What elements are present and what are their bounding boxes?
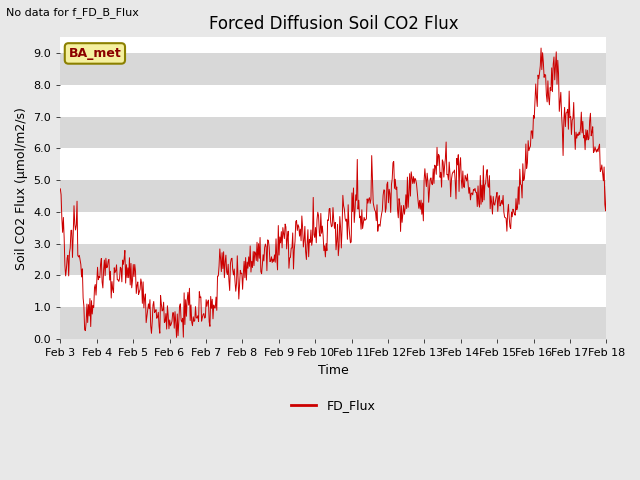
Bar bbox=[60, 244, 606, 276]
Legend: FD_Flux: FD_Flux bbox=[287, 394, 380, 417]
Bar bbox=[60, 307, 606, 339]
X-axis label: Time: Time bbox=[318, 363, 349, 376]
Text: No data for f_FD_B_Flux: No data for f_FD_B_Flux bbox=[6, 7, 140, 18]
Bar bbox=[60, 117, 606, 148]
Y-axis label: Soil CO2 Flux (μmol/m2/s): Soil CO2 Flux (μmol/m2/s) bbox=[15, 107, 28, 270]
Bar bbox=[60, 180, 606, 212]
Text: BA_met: BA_met bbox=[68, 47, 121, 60]
Bar bbox=[60, 53, 606, 85]
Title: Forced Diffusion Soil CO2 Flux: Forced Diffusion Soil CO2 Flux bbox=[209, 15, 458, 33]
